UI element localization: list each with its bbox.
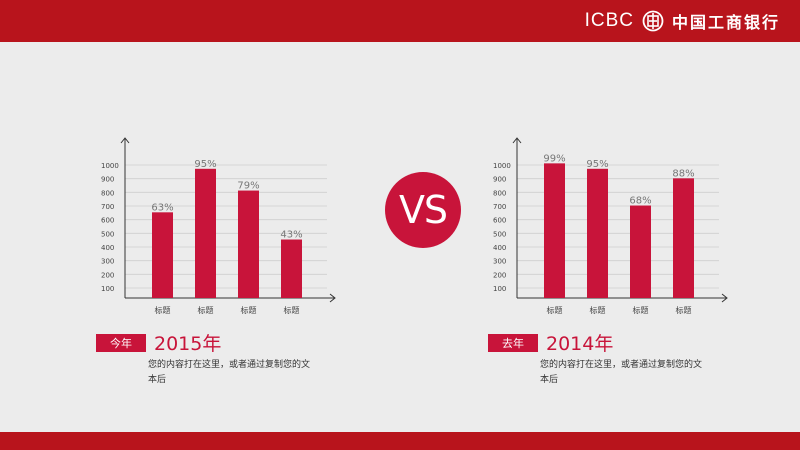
y-tick-label: 800 [101, 189, 114, 197]
bar-chart-2015: 1000 900 800 700 600 500 400 300 200 100 63% 标题 95% 标… [101, 137, 336, 315]
y-tick-label: 200 [101, 271, 114, 279]
x-axis-arrow-icon [721, 293, 728, 303]
bar [238, 190, 259, 298]
chart-2014: 1000 900 800 700 600 500 400 300 200 100 99% 标题 95% 标… [487, 130, 757, 320]
top-header-bar: ICBC 中国工商银行 [0, 0, 800, 42]
description-2014: 您的内容打在这里，或者通过复制您的文本后 [540, 360, 703, 385]
bar [630, 205, 651, 298]
year-title-2015: 2015年 [154, 333, 222, 355]
vs-badge: VS [385, 172, 461, 248]
y-tick-label: 600 [493, 217, 506, 225]
y-tick-label: 500 [493, 230, 506, 238]
y-tick-label: 700 [101, 203, 114, 211]
bar [195, 168, 216, 298]
y-tick-label: 1000 [101, 162, 119, 170]
bar-chart-2014: 1000 900 800 700 600 500 400 300 200 100 99% 标题 95% 标… [493, 137, 728, 315]
y-tick-label: 300 [101, 258, 114, 266]
y-tick-label: 800 [493, 189, 506, 197]
x-category-label: 标题 [155, 305, 171, 315]
last-year-tag: 去年 [488, 334, 538, 352]
y-tick-label: 400 [493, 244, 506, 252]
y-tick-label: 900 [493, 176, 506, 184]
y-tick-label: 700 [493, 203, 506, 211]
chart-2015: 1000 900 800 700 600 500 400 300 200 100 63% 标题 95% 标… [95, 130, 365, 320]
x-category-label: 标题 [633, 305, 649, 315]
x-category-label: 标题 [198, 305, 214, 315]
x-axis-arrow-icon [329, 293, 336, 303]
bar-data-label: 68% [629, 196, 651, 207]
description-2015: 您的内容打在这里，或者通过复制您的文本后 [148, 360, 311, 385]
bar [281, 239, 302, 298]
y-tick-label: 100 [493, 285, 506, 293]
bar-data-label: 95% [194, 159, 216, 170]
y-tick-label: 900 [101, 176, 114, 184]
x-category-label: 标题 [590, 305, 606, 315]
y-tick-label: 200 [493, 271, 506, 279]
brand-logo: ICBC 中国工商银行 [585, 8, 780, 34]
x-category-label: 标题 [547, 305, 563, 315]
bar-data-label: 63% [151, 202, 173, 213]
y-axis-arrow-icon [512, 137, 522, 144]
y-tick-label: 300 [493, 258, 506, 266]
bar [544, 163, 565, 298]
x-category-label: 标题 [284, 305, 300, 315]
y-tick-label: 1000 [493, 162, 511, 170]
bar-data-label: 99% [543, 153, 565, 164]
x-category-label: 标题 [241, 305, 257, 315]
bar-data-label: 43% [280, 230, 302, 241]
brand-latin-name: ICBC [584, 10, 634, 31]
x-category-label: 标题 [676, 305, 692, 315]
icbc-emblem-icon [642, 10, 664, 32]
year-title-2014: 2014年 [546, 333, 614, 355]
bar [587, 168, 608, 298]
y-tick-label: 100 [101, 285, 114, 293]
bar-data-label: 88% [672, 168, 694, 179]
this-year-tag: 今年 [96, 334, 146, 352]
y-tick-label: 500 [101, 230, 114, 238]
bar-data-label: 79% [237, 181, 259, 192]
bar [673, 178, 694, 298]
bottom-footer-bar [0, 432, 800, 450]
y-tick-label: 400 [101, 244, 114, 252]
brand-chinese-name: 中国工商银行 [671, 13, 780, 32]
y-tick-label: 600 [101, 217, 114, 225]
bar [152, 212, 173, 298]
y-axis-arrow-icon [120, 137, 130, 144]
bar-data-label: 95% [586, 159, 608, 170]
